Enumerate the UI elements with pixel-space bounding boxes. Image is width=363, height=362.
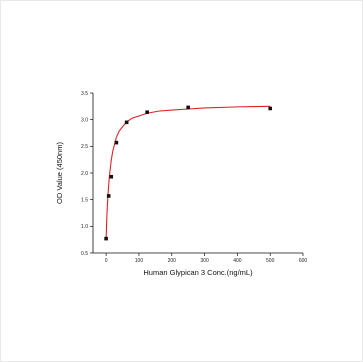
chart-ticks: 0 100 200 300 400 500 600 0.5 1.0 1.5 2.0 2.5 3.0 3.5 — [81, 91, 307, 264]
x-tick-label: 400 — [233, 258, 242, 264]
y-tick-label: 1.5 — [81, 197, 88, 203]
data-point — [186, 105, 190, 110]
y-tick-label: 2.0 — [81, 171, 88, 177]
data-point — [268, 106, 272, 111]
y-tick-label: 0.5 — [81, 251, 88, 257]
y-tick-label: 3.0 — [81, 117, 88, 123]
x-tick-label: 100 — [135, 258, 144, 264]
y-tick-label: 1.0 — [81, 224, 88, 230]
y-axis-title: OD Value (450nm) — [55, 142, 64, 204]
x-tick-label: 500 — [266, 258, 275, 264]
data-point — [114, 140, 119, 145]
fit-curve-line — [105, 105, 271, 240]
x-tick-label: 200 — [168, 258, 177, 264]
y-tick-label: 3.5 — [81, 91, 88, 97]
fit-curve-group — [105, 105, 271, 240]
data-point — [109, 174, 114, 179]
data-point — [106, 194, 111, 198]
chart-axes — [92, 93, 303, 254]
x-axis-title: Human Glypican 3 Conc.(ng/mL) — [143, 268, 253, 277]
data-point — [124, 120, 129, 125]
data-points-group — [104, 105, 272, 241]
x-tick-label: 0 — [105, 258, 108, 264]
data-point — [104, 236, 108, 241]
y-tick-label: 2.5 — [81, 144, 88, 150]
data-point — [145, 110, 149, 114]
x-tick-label: 600 — [299, 258, 308, 264]
x-tick-label: 300 — [200, 258, 209, 264]
